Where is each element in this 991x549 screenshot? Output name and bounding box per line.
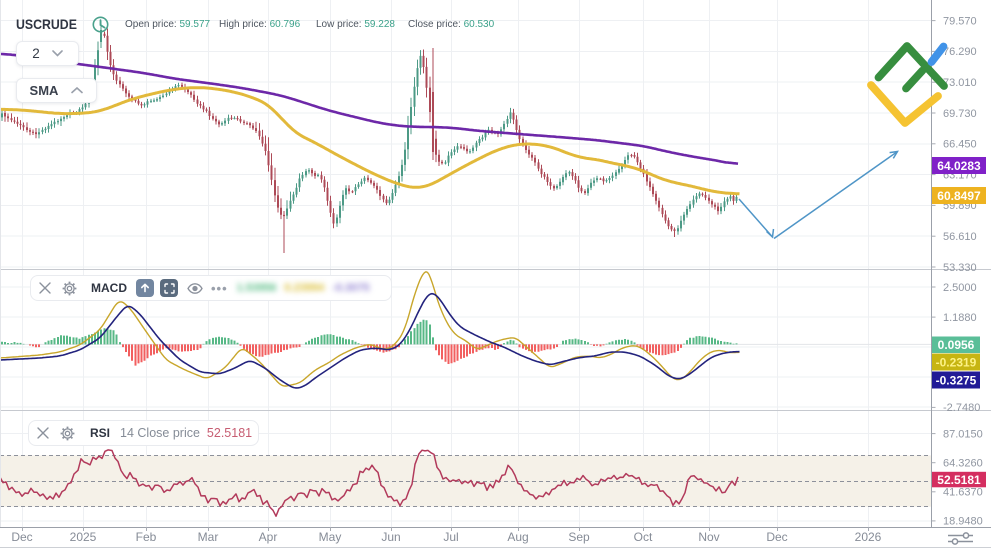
svg-text:Mar: Mar — [198, 530, 219, 544]
svg-text:Sep: Sep — [568, 530, 590, 544]
svg-text:Jul: Jul — [443, 530, 458, 544]
svg-text:May: May — [319, 530, 342, 544]
svg-text:1.1880: 1.1880 — [943, 312, 977, 324]
svg-text:73.010: 73.010 — [943, 77, 977, 89]
svg-text:53.330: 53.330 — [943, 262, 977, 274]
svg-text:79.570: 79.570 — [943, 15, 977, 27]
svg-text:-0.2319: -0.2319 — [936, 356, 977, 370]
svg-text:41.6370: 41.6370 — [943, 487, 983, 499]
svg-text:Oct: Oct — [634, 530, 653, 544]
svg-text:69.730: 69.730 — [943, 108, 977, 120]
svg-text:-0.3275: -0.3275 — [936, 374, 977, 388]
svg-text:0.0956: 0.0956 — [938, 338, 975, 352]
svg-text:Dec: Dec — [11, 530, 32, 544]
svg-text:Jun: Jun — [381, 530, 400, 544]
svg-text:56.610: 56.610 — [943, 231, 977, 243]
svg-text:52.5181: 52.5181 — [937, 473, 981, 487]
svg-text:Dec: Dec — [766, 530, 787, 544]
svg-text:Apr: Apr — [259, 530, 278, 544]
svg-text:64.3260: 64.3260 — [943, 458, 983, 470]
svg-text:Nov: Nov — [698, 530, 719, 544]
svg-text:87.0150: 87.0150 — [943, 428, 983, 440]
svg-text:2025: 2025 — [70, 530, 97, 544]
svg-text:-2.7480: -2.7480 — [943, 402, 980, 414]
svg-text:76.290: 76.290 — [943, 46, 977, 58]
svg-text:2.5000: 2.5000 — [943, 282, 977, 294]
svg-text:66.450: 66.450 — [943, 139, 977, 151]
svg-text:Aug: Aug — [507, 530, 528, 544]
svg-text:60.8497: 60.8497 — [937, 189, 981, 203]
svg-text:18.9480: 18.9480 — [943, 516, 983, 528]
svg-text:2026: 2026 — [855, 530, 882, 544]
svg-text:64.0283: 64.0283 — [937, 159, 981, 173]
svg-text:Feb: Feb — [136, 530, 157, 544]
